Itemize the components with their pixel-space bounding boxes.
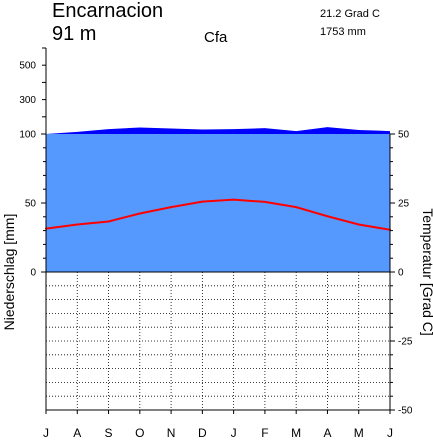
right-axis-title: Temperatur [Grad C]: [420, 208, 433, 336]
temperature-point: [138, 212, 141, 215]
temperature-point: [232, 198, 235, 201]
humid-area: [46, 134, 390, 272]
month-label: F: [261, 426, 268, 440]
temperature-line: [45, 198, 391, 231]
precipitation-area-above-100: [46, 127, 390, 134]
right-tick-label: 50: [398, 130, 410, 141]
left-tick-label: 100: [19, 130, 36, 141]
month-label: S: [105, 426, 113, 440]
temperature-point: [107, 220, 110, 223]
left-tick-label: 0: [30, 268, 36, 279]
month-label: J: [387, 426, 393, 440]
fill-layer: [46, 127, 390, 272]
grid-layer: [46, 272, 390, 411]
month-label: J: [231, 426, 237, 440]
month-label: O: [135, 426, 144, 440]
right-tick-label: 25: [398, 199, 410, 210]
temperature-point: [263, 200, 266, 203]
month-label: N: [167, 426, 176, 440]
temperature-point: [326, 215, 329, 218]
series-layer: [45, 198, 391, 231]
left-tick-label: 300: [19, 95, 36, 106]
station-elevation: 91 m: [52, 23, 96, 45]
temperature-point: [170, 206, 173, 209]
month-label: A: [73, 426, 81, 440]
left-axis-title: Niederschlag [mm]: [1, 214, 17, 331]
month-label: M: [354, 426, 364, 440]
month-label: J: [43, 426, 49, 440]
right-tick-label: 0: [398, 268, 404, 279]
month-label: M: [291, 426, 301, 440]
axes-layer: [41, 47, 395, 414]
temperature-point: [295, 206, 298, 209]
left-tick-label: 50: [25, 199, 37, 210]
station-name: Encarnacion: [52, 0, 163, 22]
right-tick-label: -25: [398, 337, 413, 348]
tick-label-layer: 0 50 100 300 500 -50 -25 0 25 50 J A S O N D J F M A M J: [19, 61, 413, 440]
mean-temperature: 21.2 Grad C: [320, 8, 380, 20]
month-label: D: [198, 426, 207, 440]
right-tick-label: -50: [398, 406, 413, 417]
temperature-point: [201, 200, 204, 203]
temperature-point: [76, 223, 79, 226]
left-tick-label: 500: [19, 61, 36, 72]
annual-precipitation: 1753 mm: [320, 26, 366, 38]
climate-class: Cfa: [204, 29, 228, 46]
header: Encarnacion 91 m Cfa 21.2 Grad C 1753 mm: [52, 0, 380, 46]
temperature-point: [357, 223, 360, 226]
month-label: A: [323, 426, 331, 440]
